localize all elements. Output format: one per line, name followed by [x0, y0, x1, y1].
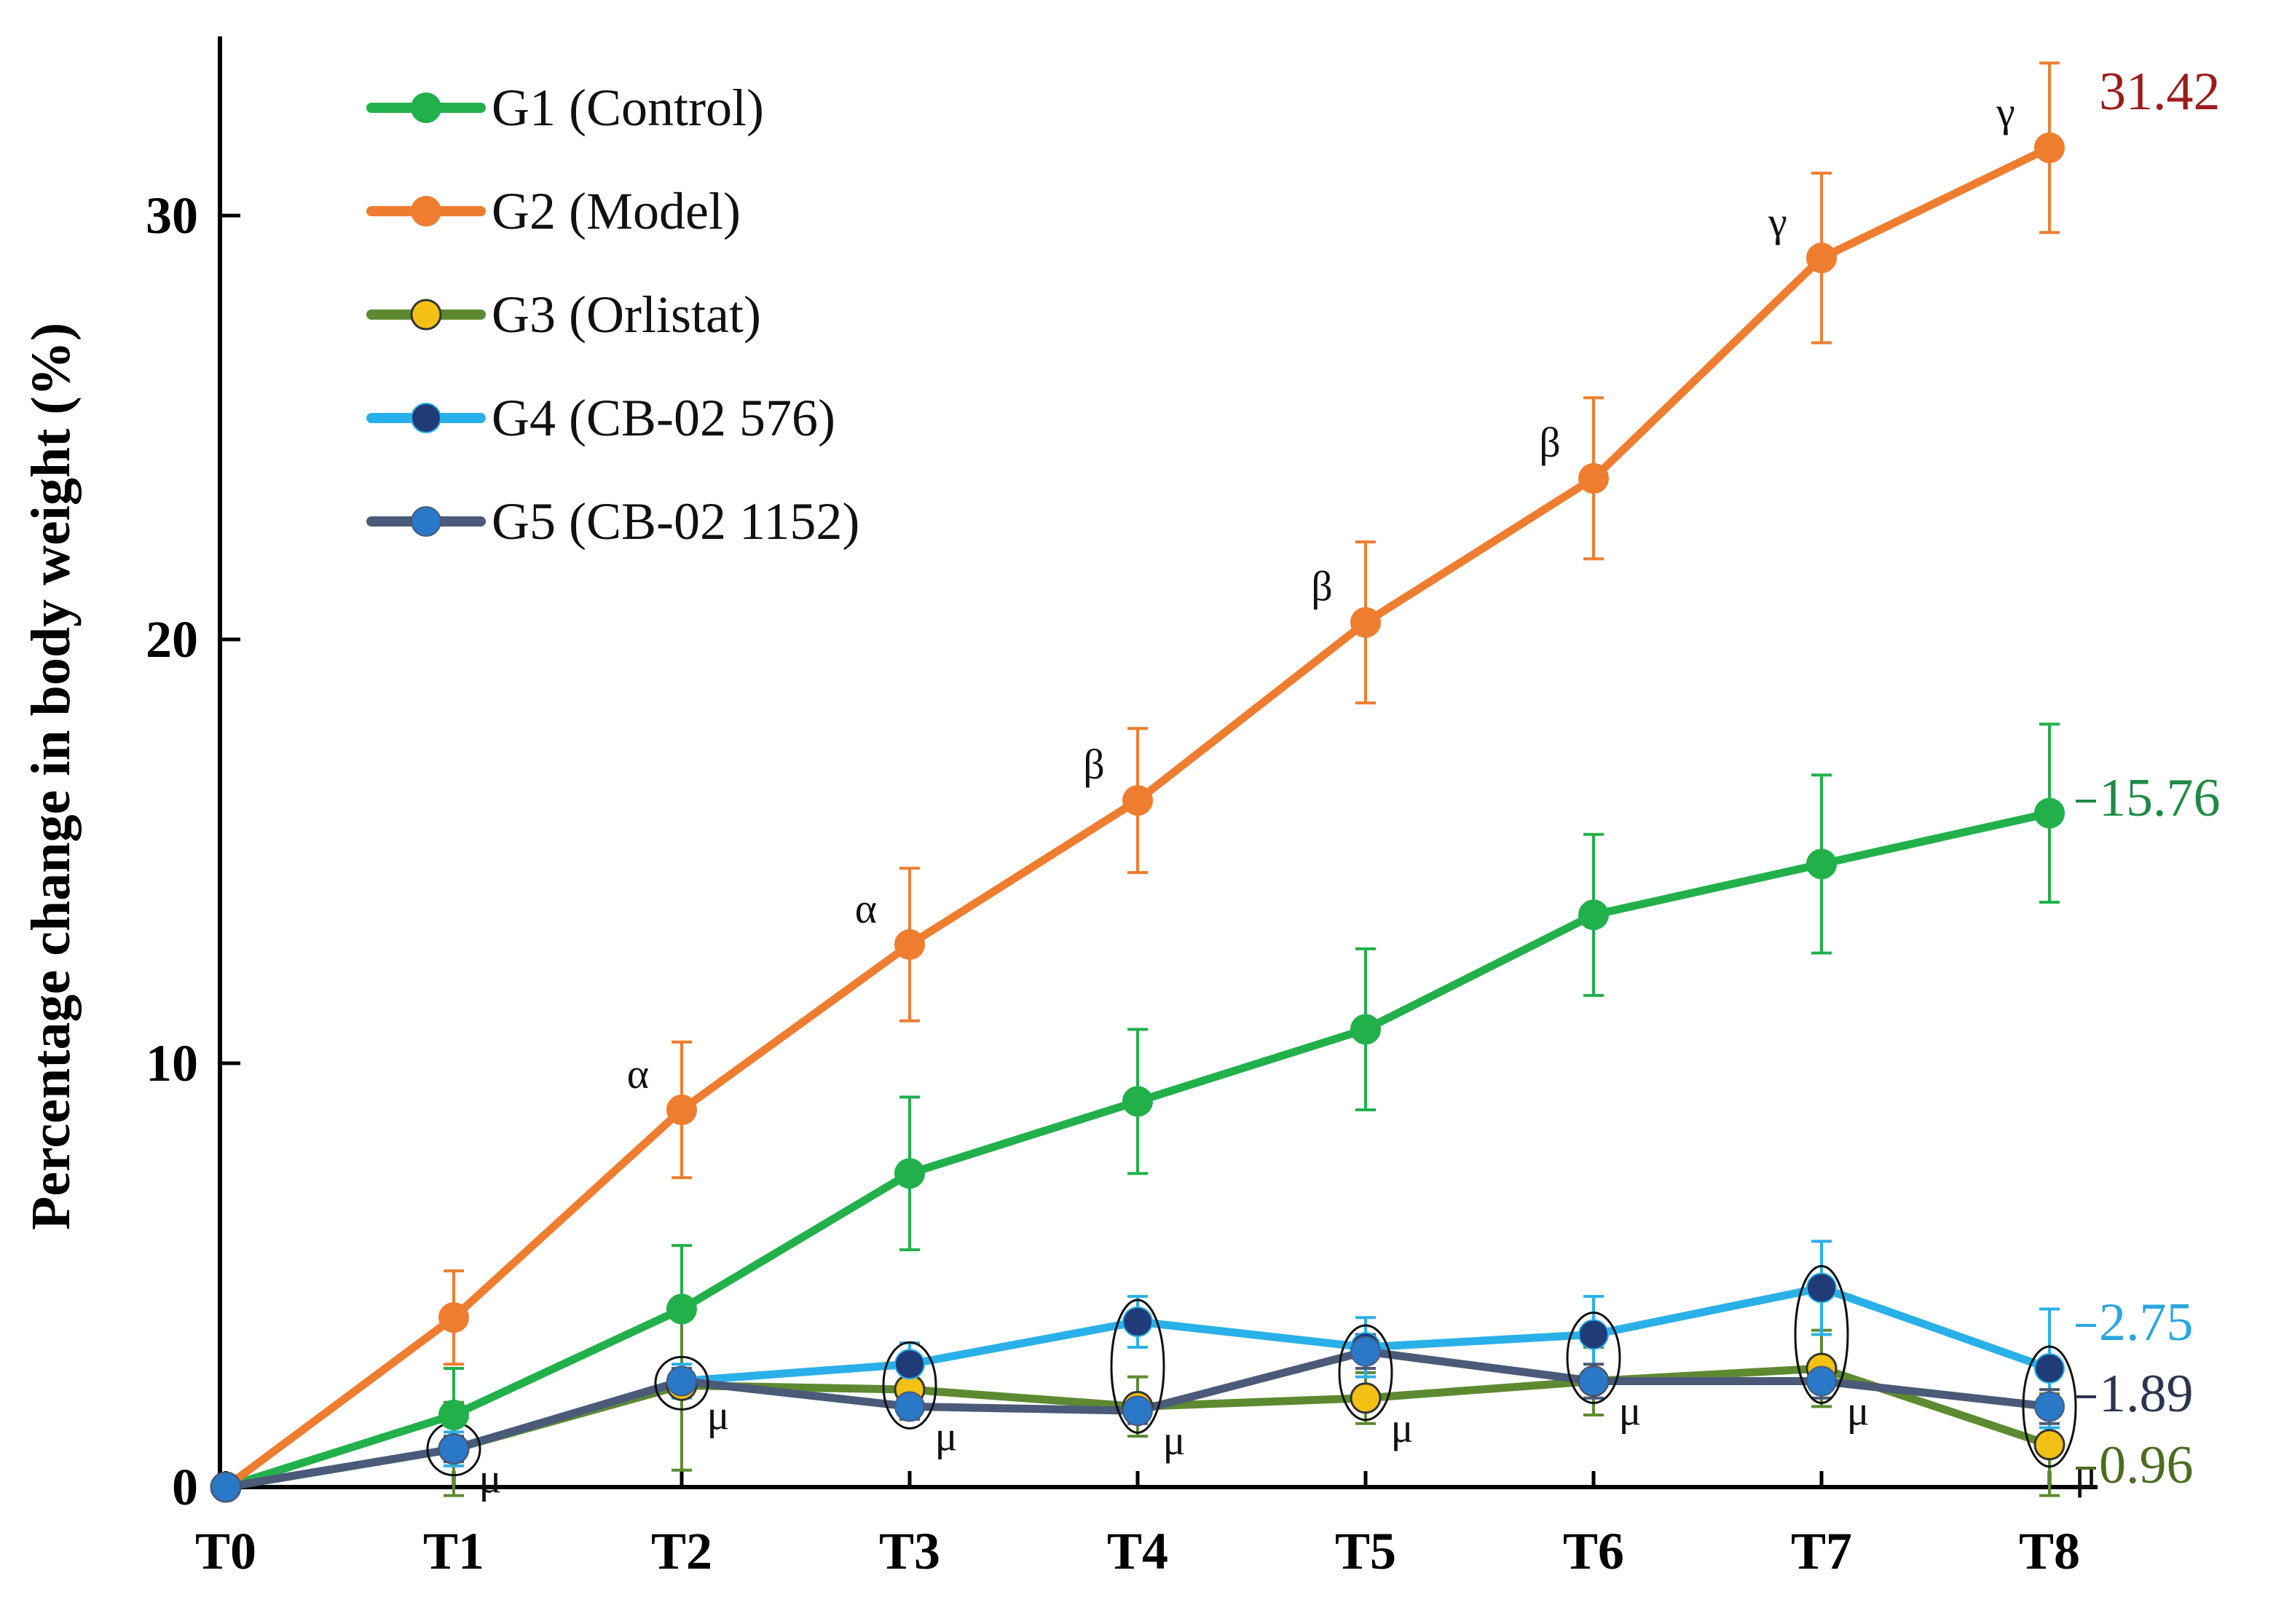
legend-swatch-marker — [411, 92, 441, 123]
legend-label: G4 (CB-02 576) — [492, 389, 835, 447]
y-tick-label: 0 — [172, 1458, 198, 1516]
y-tick-label: 20 — [146, 610, 198, 669]
data-point — [2033, 1429, 2066, 1461]
data-point — [1806, 243, 1837, 274]
data-point — [1350, 1382, 1382, 1414]
significance-label: β — [1083, 741, 1105, 788]
legend-label: G2 (Model) — [492, 182, 741, 240]
significance-label: β — [1311, 563, 1333, 610]
data-point — [2034, 132, 2065, 163]
significance-ellipse — [882, 1341, 937, 1430]
x-tick-label: T3 — [879, 1522, 940, 1580]
mu-label: μ — [1846, 1387, 1869, 1435]
x-tick-label: T1 — [423, 1522, 484, 1580]
data-point — [666, 1365, 697, 1397]
mu-label: μ — [1618, 1387, 1641, 1435]
data-point — [1122, 1306, 1153, 1338]
legend-label: G5 (CB-02 1152) — [492, 492, 859, 551]
legend-swatch-marker — [411, 403, 441, 433]
significance-ellipse — [2022, 1345, 2077, 1468]
y-tick-label: 30 — [146, 186, 198, 245]
mu-label: μ — [1390, 1404, 1413, 1451]
data-point — [2034, 797, 2065, 829]
markers-group — [210, 132, 2066, 1503]
x-tick-label: T8 — [2019, 1522, 2080, 1580]
significance-label: α — [627, 1050, 649, 1097]
annotations-group: α α β β β γ γ μ μ μ μ μ μ μ μ — [479, 88, 2097, 1502]
data-point — [1806, 1272, 1837, 1304]
significance-ellipse — [1566, 1311, 1621, 1404]
data-point — [1122, 785, 1153, 816]
data-point — [894, 929, 925, 961]
data-point — [666, 1293, 697, 1325]
data-point — [1578, 899, 1609, 931]
data-point — [438, 1302, 469, 1333]
data-point — [1578, 462, 1609, 494]
y-tick-label: 10 — [146, 1034, 198, 1092]
end-value-label: 31.42 — [2099, 62, 2221, 122]
data-point — [210, 1472, 241, 1502]
end-value-label: 0.96 — [2099, 1435, 2194, 1495]
data-point — [666, 1095, 697, 1126]
x-tick-label: T0 — [195, 1522, 256, 1580]
end-value-label: 1.89 — [2099, 1364, 2194, 1424]
data-point — [1122, 1086, 1153, 1117]
significance-ellipse — [1338, 1324, 1393, 1422]
x-tick-label: T5 — [1335, 1522, 1396, 1580]
axes-group — [218, 36, 2098, 1489]
significance-label: γ — [1768, 198, 1787, 245]
x-tick-label: T6 — [1563, 1522, 1624, 1580]
data-point — [1122, 1395, 1153, 1427]
data-point — [2034, 1353, 2065, 1384]
tick-labels-group: 0 10 20 30 T0 T1 T2 T3 T4 T5 T6 T7 T8 Percentage chan… — [20, 186, 2080, 1580]
data-point — [1350, 1336, 1381, 1367]
data-point — [894, 1391, 925, 1422]
legend-swatch-marker — [411, 196, 441, 226]
x-tick-label: T4 — [1107, 1522, 1168, 1580]
significance-label: γ — [1996, 88, 2015, 135]
significance-ellipse — [654, 1355, 709, 1411]
significance-label: α — [855, 885, 877, 932]
mu-label: μ — [934, 1412, 957, 1459]
mu-label: μ — [706, 1391, 729, 1438]
data-point — [438, 1400, 469, 1431]
data-point — [1350, 607, 1381, 638]
legend-swatch-marker — [410, 299, 442, 331]
y-axis-title: Percentage change in body weight (%) — [20, 323, 82, 1230]
legend-label: G1 (Control) — [492, 79, 764, 137]
x-tick-label: T7 — [1791, 1522, 1852, 1580]
data-point — [1578, 1319, 1609, 1350]
mu-label: μ — [1162, 1416, 1185, 1464]
data-point — [1806, 1365, 1837, 1397]
significance-ellipse — [1110, 1298, 1165, 1434]
data-point — [1350, 1014, 1381, 1045]
end-value-label: 15.76 — [2099, 768, 2221, 828]
legend-swatch-marker — [411, 506, 441, 537]
legend-label: G3 (Orlistat) — [492, 285, 761, 344]
end-value-labels: 31.42 15.76 2.75 1.89 0.96 — [2076, 62, 2221, 1495]
significance-label: β — [1539, 419, 1561, 466]
x-tick-label: T2 — [651, 1522, 712, 1580]
data-point — [1578, 1365, 1609, 1397]
data-point — [2034, 1391, 2065, 1422]
data-point — [894, 1158, 925, 1189]
end-value-label: 2.75 — [2099, 1293, 2194, 1352]
mu-label: μ — [2074, 1451, 2097, 1498]
data-point — [438, 1433, 469, 1465]
data-point — [894, 1349, 925, 1380]
significance-ellipse — [1794, 1264, 1849, 1404]
mu-label: μ — [479, 1455, 501, 1502]
data-point — [1806, 848, 1837, 880]
legend: G1 (Control) G2 (Model) G3 (Orlistat) G4 (C… — [366, 79, 859, 551]
